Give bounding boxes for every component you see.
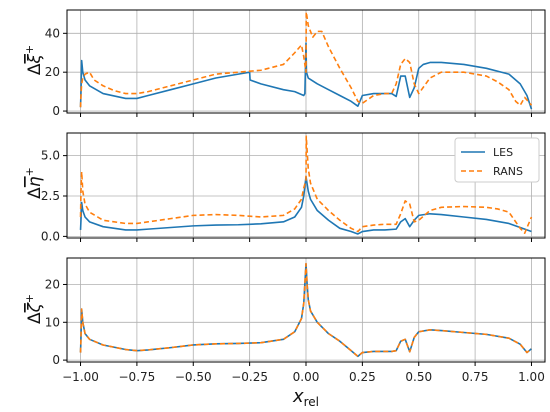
xtick-label: 0.75: [462, 370, 489, 384]
ylabel-eta-text: Δη+: [23, 167, 45, 199]
ytick-label: 20: [45, 277, 60, 291]
ytick-label: 0.0: [41, 229, 60, 243]
ytick-label: 0: [52, 104, 60, 118]
ytick-label: 40: [45, 26, 60, 40]
series-les-line: [79, 42, 533, 110]
xtick-label: 0.50: [405, 370, 432, 384]
ylabel-eta: Δη+: [23, 167, 45, 199]
series-rans-line: [79, 11, 533, 108]
xtick-label: −0.50: [175, 370, 212, 384]
ytick-label: 20: [45, 65, 60, 79]
ytick-label: 5.0: [41, 149, 60, 163]
series-rans-line: [79, 262, 532, 358]
xtick-label: 1.00: [518, 370, 545, 384]
ylabel-xi-text: Δξ+: [23, 45, 45, 75]
ylabel-xi: Δξ+: [23, 45, 45, 75]
ytick-label: 10: [45, 315, 60, 329]
panel-zeta: 0 10 20 −1.00 −0.75 −0.50 −0.25 0.00 0.25 0.50 0.7…: [45, 257, 546, 384]
xtick-label: −0.75: [119, 370, 156, 384]
panel-eta: 0.0 2.5 5.0 LES RANS: [41, 132, 546, 243]
panel-xi: 0 20 40: [45, 9, 546, 118]
xtick-label: −1.00: [62, 370, 99, 384]
ytick-label: 0: [52, 353, 60, 367]
xtick-label: 0.00: [293, 370, 320, 384]
xtick-label: 0.25: [349, 370, 376, 384]
legend-box: [454, 137, 540, 183]
legend-label-rans: RANS: [493, 165, 523, 178]
xtick-label: −0.25: [231, 370, 268, 384]
series-rans-line: [79, 135, 533, 234]
ytick-label: 2.5: [41, 189, 60, 203]
xlabel: xrel: [292, 386, 319, 409]
series-les-line: [79, 175, 532, 235]
legend-label-les: LES: [493, 146, 513, 159]
ylabel-zeta: Δζ+: [23, 294, 45, 324]
ylabel-zeta-text: Δζ+: [23, 294, 45, 324]
